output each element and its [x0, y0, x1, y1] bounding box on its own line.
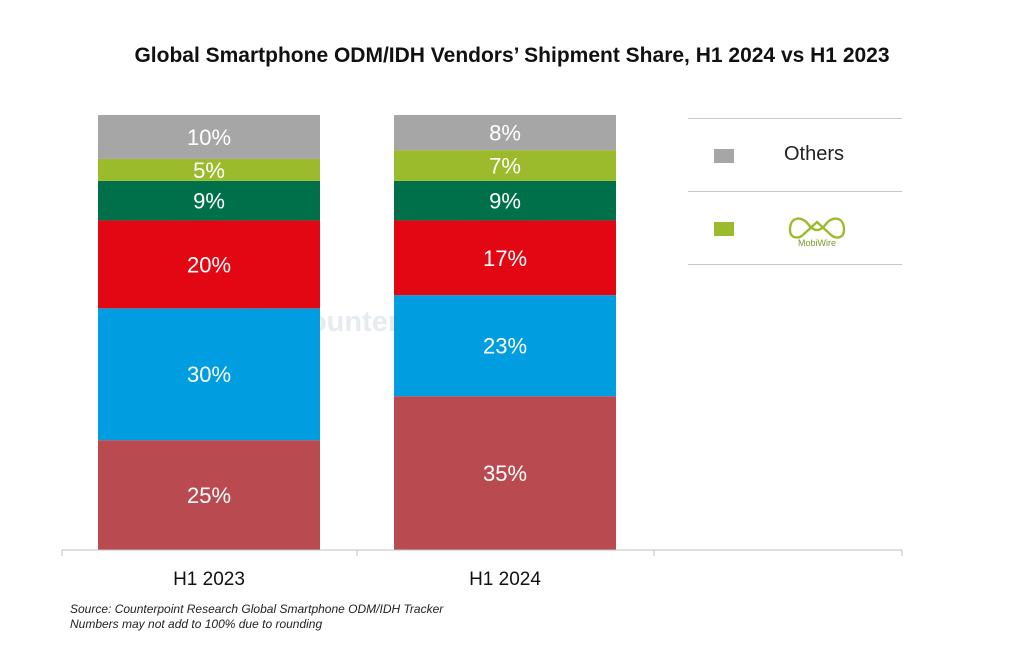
data-label: 7%: [489, 154, 521, 179]
mobiwire-logo-icon: MobiWire: [788, 217, 846, 248]
data-label: 35%: [483, 461, 527, 486]
bar-segment: [98, 440, 320, 550]
data-label: 8%: [489, 121, 521, 146]
source-line: Source: Counterpoint Research Global Sma…: [70, 602, 444, 616]
data-label: 23%: [483, 334, 527, 359]
data-label: 10%: [187, 125, 231, 150]
legend-item-others: Others: [688, 119, 902, 192]
data-label: 17%: [483, 246, 527, 271]
bar-segment: [98, 180, 320, 221]
data-label: 30%: [187, 362, 231, 387]
x-tick-label: H1 2023: [173, 569, 245, 590]
data-label: 9%: [489, 189, 521, 214]
bar-segment: [394, 396, 616, 550]
legend-swatch-mobiwire: [714, 222, 734, 236]
svg-text:MobiWire: MobiWire: [798, 238, 836, 248]
bar-segment: [98, 158, 320, 181]
data-label: 25%: [187, 483, 231, 508]
bar-segment: [394, 295, 616, 397]
bar-segment: [98, 308, 320, 441]
bar-segment: [394, 180, 616, 221]
data-label: 9%: [193, 189, 225, 214]
legend-item-mobiwire: MobiWire: [688, 192, 902, 265]
data-label: 20%: [187, 252, 231, 277]
x-tick-label: H1 2024: [469, 569, 541, 590]
rounding-note: Numbers may not add to 100% due to round…: [70, 617, 323, 631]
legend: Others MobiWire: [688, 118, 902, 265]
source-note: Source: Counterpoint Research Global Sma…: [70, 602, 443, 632]
bar-segment: [98, 115, 320, 159]
bar-segment: [98, 220, 320, 309]
bar-segment: [394, 220, 616, 296]
chart-title: Global Smartphone ODM/IDH Vendors’ Shipm…: [134, 44, 890, 67]
bar-segment: [394, 150, 616, 181]
data-label: 5%: [193, 158, 225, 183]
bar-segment: [394, 115, 616, 151]
legend-swatch-others: [714, 149, 734, 163]
legend-label-others: Others: [784, 143, 845, 165]
